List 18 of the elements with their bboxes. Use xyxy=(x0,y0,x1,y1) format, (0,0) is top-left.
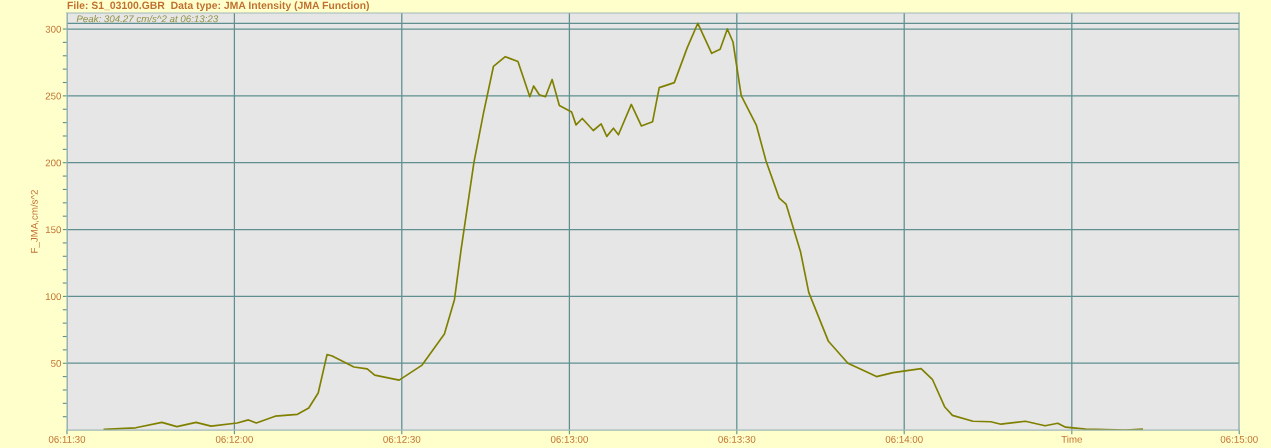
x-tick-label: 06:14:00 xyxy=(885,435,923,443)
line-series xyxy=(103,22,1143,431)
y-tick-label: 150 xyxy=(45,226,62,234)
y-axis-title: F_JMA,cm/s^2 xyxy=(30,190,40,253)
chart-title: File: S1_03100.GBR Data type: JMA Intensity (JMA Function) xyxy=(67,1,369,12)
y-tick-label: 50 xyxy=(51,359,62,367)
x-tick-label: 06:11:30 xyxy=(48,435,86,443)
x-tick-label: 06:12:00 xyxy=(215,435,253,443)
x-tick-label: 06:13:00 xyxy=(550,435,588,443)
y-tick-label: 200 xyxy=(45,159,62,167)
x-tick-label: 06:12:30 xyxy=(383,435,421,443)
y-tick-label: 100 xyxy=(45,293,62,301)
x-tick-label: 06:13:30 xyxy=(718,435,756,443)
x-tick-label: 06:15:00 xyxy=(1220,435,1258,443)
y-tick-label: 250 xyxy=(45,92,62,100)
annotation: Peak: 304.27 cm/s^2 at 06:13:23 xyxy=(76,15,219,23)
y-tick-label: 300 xyxy=(45,25,62,33)
x-tick-label: Time xyxy=(1061,435,1083,443)
